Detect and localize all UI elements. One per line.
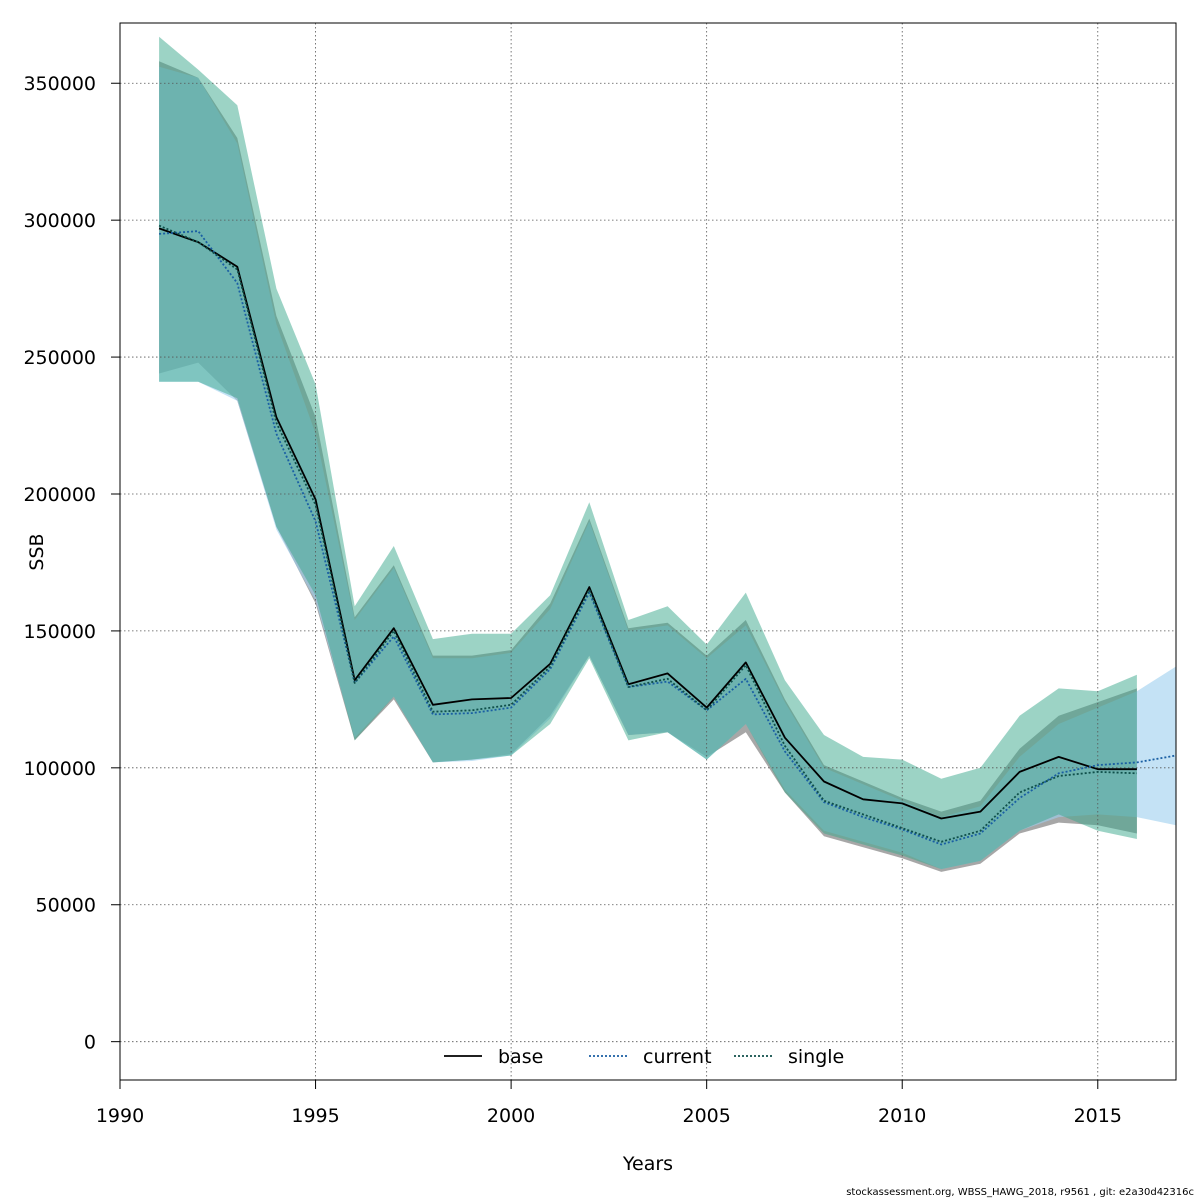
confidence-bands [159,36,1177,872]
y-tick-label: 100000 [23,758,96,780]
y-axis-title: SSB [26,533,48,570]
plot-frame [119,22,1177,1081]
x-axis: 1990 1995 2000 2005 2010 2015 [96,1079,1122,1127]
grid-lines [119,23,1176,1080]
y-tick-label: 0 [84,1032,96,1054]
y-tick-label: 300000 [23,210,96,232]
x-axis-title: Years [622,1153,673,1175]
y-axis: 0 50000 100000 150000 200000 250000 300000 3500… [23,73,121,1054]
series-lines [158,224,1177,846]
x-tick-label: 2000 [487,1105,535,1127]
line-single [158,224,1137,843]
x-tick-label: 2010 [878,1105,926,1127]
x-tick-label: 1995 [291,1105,339,1127]
x-tick-label: 2005 [682,1105,730,1127]
x-tick-label: 2015 [1074,1105,1122,1127]
legend-label-base: base [498,1046,543,1068]
y-tick-label: 50000 [36,895,96,917]
band-single [159,36,1137,870]
line-current [159,230,1177,846]
y-tick-label: 350000 [23,73,96,95]
y-tick-label: 150000 [23,621,96,643]
legend: base current single [444,1046,844,1068]
x-tick-label: 1990 [96,1105,144,1127]
legend-label-single: single [788,1046,844,1068]
y-tick-label: 250000 [23,347,96,369]
footer-credit: stockassessment.org, WBSS_HAWG_2018, r95… [846,1187,1194,1198]
line-base [158,227,1137,820]
y-tick-label: 200000 [23,484,96,506]
legend-label-current: current [643,1046,712,1068]
